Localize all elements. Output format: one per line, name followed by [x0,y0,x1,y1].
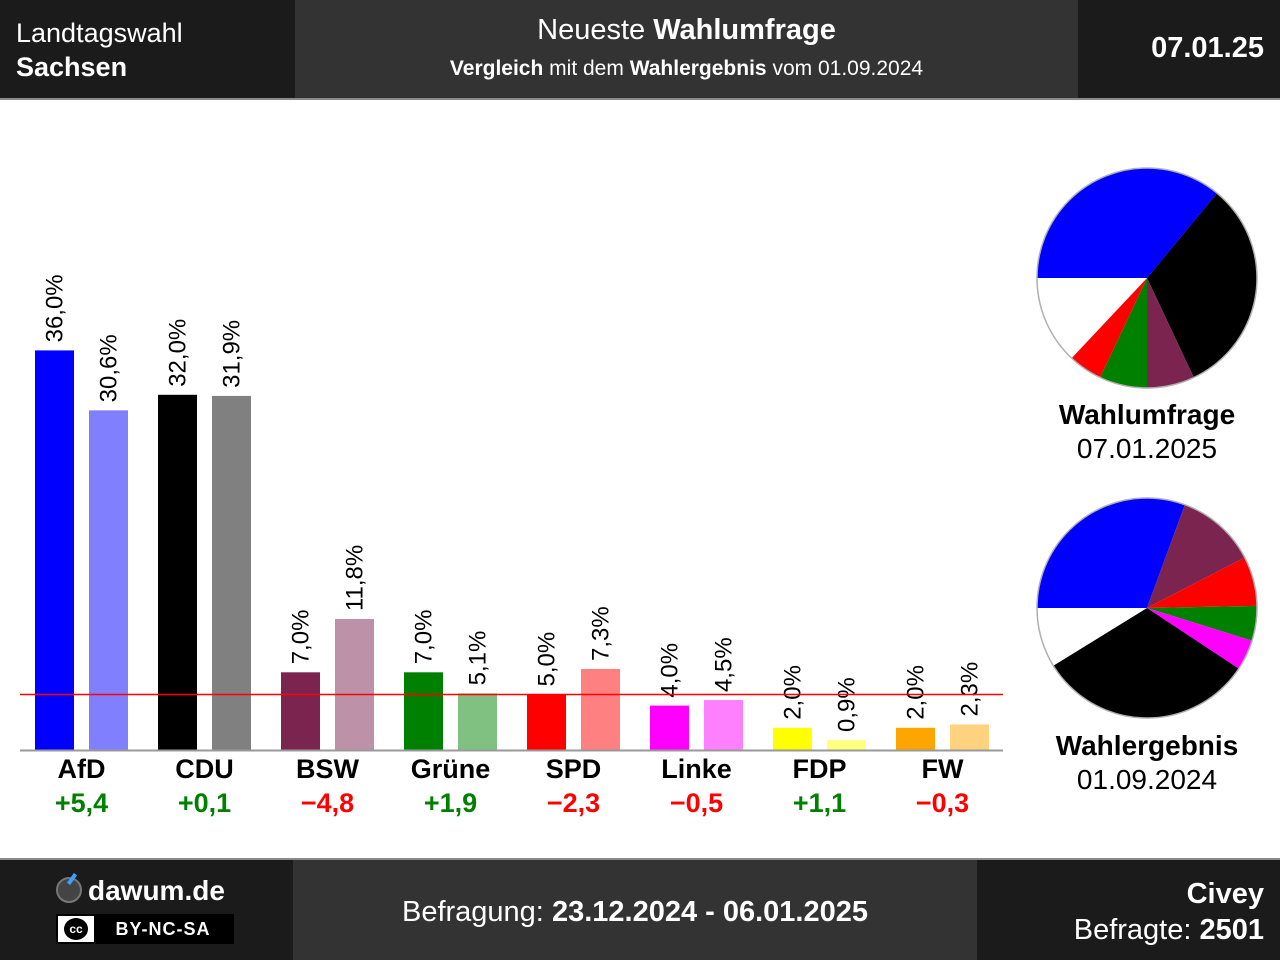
page-title: Neueste Wahlumfrage [537,14,836,46]
pie-poll-date: 07.01.2025 [1076,433,1218,464]
value-label-poll-fw: 2,0% [903,665,930,720]
change-label-fw: −0,3 [916,788,969,818]
category-label-grüne: Grüne [411,754,491,784]
bar-result-fw [950,724,989,750]
bar-result-spd [581,668,620,750]
change-label-bsw: −4,8 [301,788,354,818]
value-label-poll-grüne: 7,0% [411,610,438,665]
value-label-poll-spd: 5,0% [534,632,561,687]
pie-caption-result: Wahlergebnis 01.09.2024 [1027,729,1267,797]
pie-slice-poll-spd [1071,278,1147,378]
change-label-grüne: +1,9 [424,788,477,818]
bar-poll-grüne [404,672,443,750]
header-region-panel: Landtagswahl Sachsen [0,0,295,98]
bar-result-bsw [335,619,374,750]
category-label-fdp: FDP [793,754,847,784]
value-label-result-fw: 2,3% [957,662,984,717]
bar-poll-spd [527,694,566,750]
value-label-poll-bsw: 7,0% [288,610,315,665]
value-label-result-cdu: 31,9% [219,320,246,388]
bar-poll-linke [650,705,689,750]
bar-poll-afd [35,350,74,750]
change-label-linke: −0,5 [670,788,723,818]
bar-poll-fdp [773,727,812,750]
header-divider [0,98,1280,100]
value-label-result-spd: 7,3% [588,606,615,661]
bar-result-afd [89,410,128,750]
bar-result-fdp [827,740,866,750]
category-label-afd: AfD [58,754,106,784]
pie-chart-poll [1036,167,1258,389]
dawum-logo-icon [56,877,82,903]
value-label-result-bsw: 11,8% [342,545,369,611]
pie-slice-poll-grüne [1100,278,1147,388]
region-title: Landtagswahl Sachsen [16,16,183,84]
category-label-fw: FW [922,754,964,784]
value-label-poll-linke: 4,0% [657,643,684,698]
license-badge[interactable]: cc BY-NC-SA [56,914,234,944]
pie-outline-result [1036,497,1258,719]
change-label-afd: +5,4 [55,788,108,818]
respondents: Befragte: 2501 [1073,914,1264,946]
region-name: Sachsen [16,52,128,82]
pie-slice-result-linke [1147,608,1253,669]
pie-result-date: 01.09.2024 [1076,764,1218,795]
pie-outline-poll [1036,167,1258,389]
value-label-poll-afd: 36,0% [42,274,69,342]
pie-slice-poll-afd [1037,168,1218,278]
header-date-panel: 07.01.25 [1078,0,1280,98]
pie-poll-title: Wahlumfrage [1058,399,1236,430]
change-label-cdu: +0,1 [178,788,231,818]
pie-result-title: Wahlergebnis [1055,730,1239,761]
value-label-result-fdp: 0,9% [834,677,861,732]
footer-brand-panel: dawum.de cc BY-NC-SA [0,860,293,960]
change-label-spd: −2,3 [547,788,600,818]
bar-result-cdu [212,395,251,750]
category-label-bsw: BSW [296,754,360,784]
change-label-fdp: +1,1 [793,788,846,818]
bar-poll-cdu [158,394,197,750]
value-label-result-linke: 4,5% [711,637,738,692]
footer-divider [0,858,1280,860]
pie-chart-result [1036,497,1258,719]
cc-icon: cc [64,918,88,940]
bar-chart: 36,0% 30,6% AfD +5,4 32,0% 31,9% CDU +0,1 7,0% 11… [20,274,1003,818]
pie-slice-result-afd [1037,498,1185,608]
category-label-linke: Linke [661,754,732,784]
bar-poll-bsw [281,672,320,750]
pie-slice-result-cdu [1053,608,1239,718]
category-label-spd: SPD [546,754,602,784]
value-label-result-grüne: 5,1% [465,631,492,686]
footer-period-panel: Befragung: 23.12.2024 - 06.01.2025 [293,860,977,960]
page-subtitle: Vergleich mit dem Wahlergebnis vom 01.09… [449,57,924,80]
pie-slice-poll-cdu [1147,193,1257,378]
value-label-poll-cdu: 32,0% [165,319,192,387]
pie-slice-result-spd [1147,557,1257,608]
value-label-result-afd: 30,6% [96,334,123,402]
header-title-panel: Neueste Wahlumfrage Vergleich mit dem Wa… [295,0,1078,98]
value-label-poll-fdp: 2,0% [780,665,807,720]
brand-link[interactable]: dawum.de [56,875,225,907]
survey-period: Befragung: 23.12.2024 - 06.01.2025 [401,896,868,928]
pie-slice-result-grüne [1147,605,1257,641]
license-text: BY-NC-SA [94,916,232,942]
pie-slice-result-bsw [1147,504,1245,608]
bar-poll-fw [896,727,935,750]
pie-slice-poll-bsw [1147,278,1194,388]
region-label: Landtagswahl [16,18,183,48]
bar-result-grüne [458,693,497,750]
footer-institute-panel: Civey Befragte: 2501 [977,860,1280,960]
institute-name: Civey [1186,878,1264,910]
category-label-cdu: CDU [175,754,234,784]
pie-caption-poll: Wahlumfrage 07.01.2025 [1027,398,1267,466]
poll-date: 07.01.25 [1151,32,1264,64]
bar-result-linke [704,700,743,750]
